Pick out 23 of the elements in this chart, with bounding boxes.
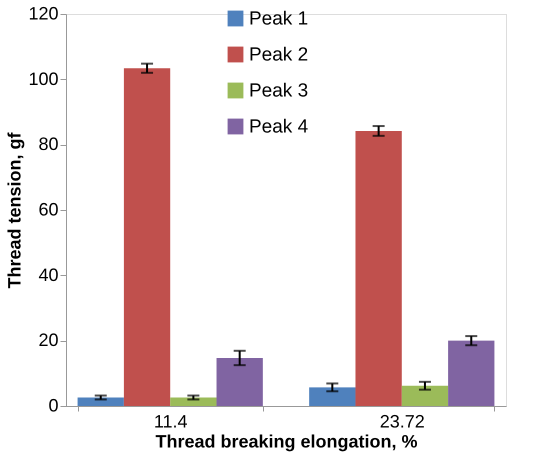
bar [309,387,356,406]
bar [170,398,217,406]
bar [78,398,124,406]
y-tick-label: 60 [38,200,58,220]
legend-label: Peak 2 [249,44,308,66]
x-axis-title: Thread breaking elongation, % [155,432,418,452]
y-tick-label: 20 [38,330,58,350]
bar [216,358,263,406]
legend-label: Peak 4 [249,116,309,138]
bar [448,340,494,406]
legend-label: Peak 3 [249,80,308,102]
bar [124,68,170,406]
legend-label: Peak 1 [249,8,308,30]
y-tick-label: 40 [38,264,58,285]
x-tick-label: 11.4 [154,412,188,432]
y-tick-label: 80 [38,134,58,154]
x-tick-label: 23.72 [380,412,425,432]
y-tick-label: 100 [28,68,58,89]
bar [402,386,448,406]
y-tick-label: 0 [48,396,58,416]
y-axis-title: Thread tension, gf [4,131,24,289]
y-tick-label: 120 [28,4,58,24]
bar [355,130,402,406]
